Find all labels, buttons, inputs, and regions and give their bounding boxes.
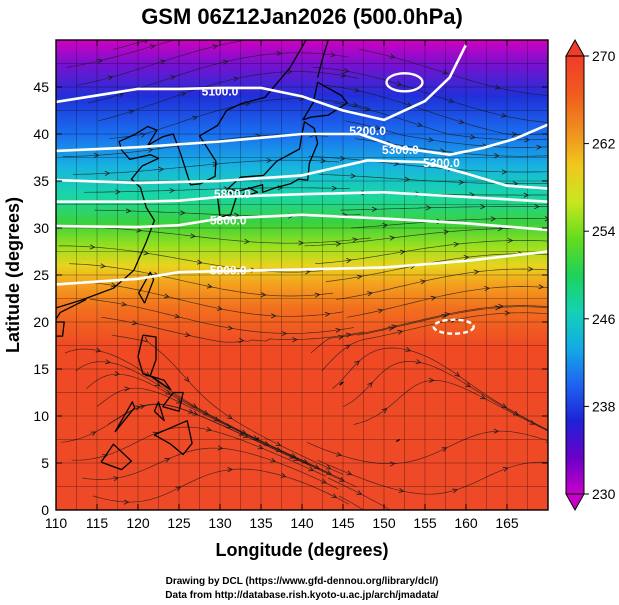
map-plot-area: 5100.0 5200.0 5300.0 5300.0 5800.0 5800.0 5900…: [56, 40, 548, 510]
y-tick-label: 0: [41, 502, 49, 518]
coastlines: [56, 40, 400, 471]
colorbar-tick-label: 246: [592, 311, 616, 327]
y-tick-label: 15: [33, 361, 49, 377]
x-tick-label: 130: [208, 515, 232, 531]
contour-line-4: [56, 191, 548, 203]
y-tick-label: 20: [33, 314, 49, 330]
colorbar-tick-label: 230: [592, 486, 616, 502]
contour-closed-low: [385, 72, 424, 93]
latitude-axis: 0 5 10 15 20 25 30 35 40 45: [33, 79, 548, 518]
contour-label: 5800.0: [214, 187, 251, 201]
contour-label: 5100.0: [202, 85, 239, 99]
colorbar-tick-label: 262: [592, 136, 616, 152]
height-contours: [56, 44, 548, 335]
y-tick-label: 30: [33, 220, 49, 236]
y-axis-label: Latitude (degrees): [3, 197, 23, 353]
y-tick-label: 25: [33, 267, 49, 283]
x-tick-label: 120: [126, 515, 150, 531]
y-tick-label: 45: [33, 79, 49, 95]
x-tick-label: 155: [413, 515, 437, 531]
x-tick-label: 110: [45, 515, 68, 531]
y-tick-label: 40: [33, 126, 49, 142]
colorbar-min-arrow: [565, 493, 585, 512]
contour-label: 5200.0: [349, 124, 386, 138]
x-tick-label: 145: [331, 515, 355, 531]
colorbar: 230 238 246 254 262 270: [565, 38, 616, 512]
x-tick-label: 160: [454, 515, 478, 531]
contour-label: 5900.0: [210, 263, 247, 277]
credit-data: Data from http://database.rish.kyoto-u.a…: [165, 590, 439, 601]
contour-line-2: [56, 123, 548, 156]
y-tick-label: 10: [33, 408, 49, 424]
contour-line-1: [56, 44, 468, 122]
contour-labels: 5100.0 5200.0 5300.0 5300.0 5800.0 5800.0 5900…: [202, 85, 460, 278]
x-tick-label: 150: [372, 515, 396, 531]
x-tick-label: 135: [249, 515, 273, 531]
longitude-axis: 110 115 120 125 130 135 140 145 150 155 160 165: [45, 40, 519, 531]
contour-label: 5300.0: [382, 143, 419, 157]
colorbar-tick-label: 238: [592, 398, 616, 414]
contour-line-3: [56, 159, 548, 190]
x-tick-label: 140: [290, 515, 314, 531]
x-axis-label: Longitude (degrees): [215, 540, 388, 560]
contour-label: 5300.0: [423, 156, 460, 170]
x-tick-label: 115: [86, 515, 109, 531]
map-gridlines: [56, 40, 548, 510]
figure-title: GSM 06Z12Jan2026 (500.0hPa): [141, 4, 463, 29]
y-tick-label: 5: [41, 455, 49, 471]
contour-line-6: [56, 250, 548, 286]
colorbar-scale: [565, 55, 585, 495]
contour-line-5: [56, 213, 548, 232]
x-tick-label: 165: [495, 515, 519, 531]
contour-label: 5800.0: [210, 213, 247, 227]
credit-drawing: Drawing by DCL (https://www.gfd-dennou.o…: [166, 576, 439, 587]
x-tick-label: 125: [167, 515, 191, 531]
colorbar-tick-label: 254: [592, 223, 616, 239]
contour-closed-high: [432, 318, 475, 335]
y-tick-label: 35: [33, 173, 49, 189]
colorbar-max-arrow: [565, 38, 585, 57]
colorbar-tick-label: 270: [592, 48, 616, 64]
